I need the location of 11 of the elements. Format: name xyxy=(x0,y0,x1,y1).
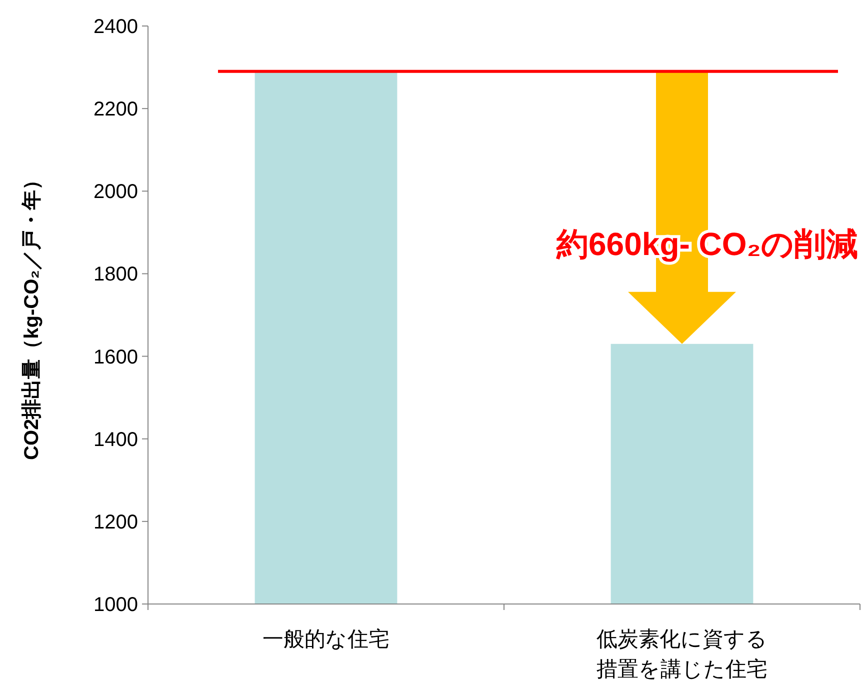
x-tick-label: 低炭素化に資する措置を講じた住宅 xyxy=(596,628,768,681)
y-tick-label: 1600 xyxy=(94,346,138,368)
y-tick-label: 2400 xyxy=(94,16,138,38)
y-tick-label: 2200 xyxy=(94,98,138,121)
y-tick-label: 1200 xyxy=(94,511,138,534)
y-tick-label: 1800 xyxy=(94,264,138,286)
y-tick-label: 1400 xyxy=(94,428,138,451)
y-tick-label: 1000 xyxy=(94,594,138,616)
y-tick-label: 2000 xyxy=(94,181,138,204)
y-axis-title: CO2排出量（kg-CO₂／戸・年） xyxy=(21,170,43,460)
x-tick-label: 一般的な住宅 xyxy=(262,628,390,651)
